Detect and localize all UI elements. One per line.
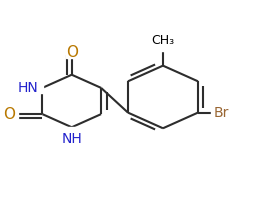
Text: Br: Br <box>214 106 229 120</box>
Text: CH₃: CH₃ <box>151 34 174 47</box>
Text: O: O <box>66 45 78 60</box>
Bar <box>211 107 224 118</box>
Bar <box>7 109 18 120</box>
Bar <box>26 82 43 93</box>
Text: O: O <box>3 107 15 122</box>
Bar <box>66 47 78 58</box>
Text: HN: HN <box>18 81 39 95</box>
Bar <box>156 40 170 51</box>
Bar <box>64 127 79 138</box>
Text: NH: NH <box>61 132 82 146</box>
